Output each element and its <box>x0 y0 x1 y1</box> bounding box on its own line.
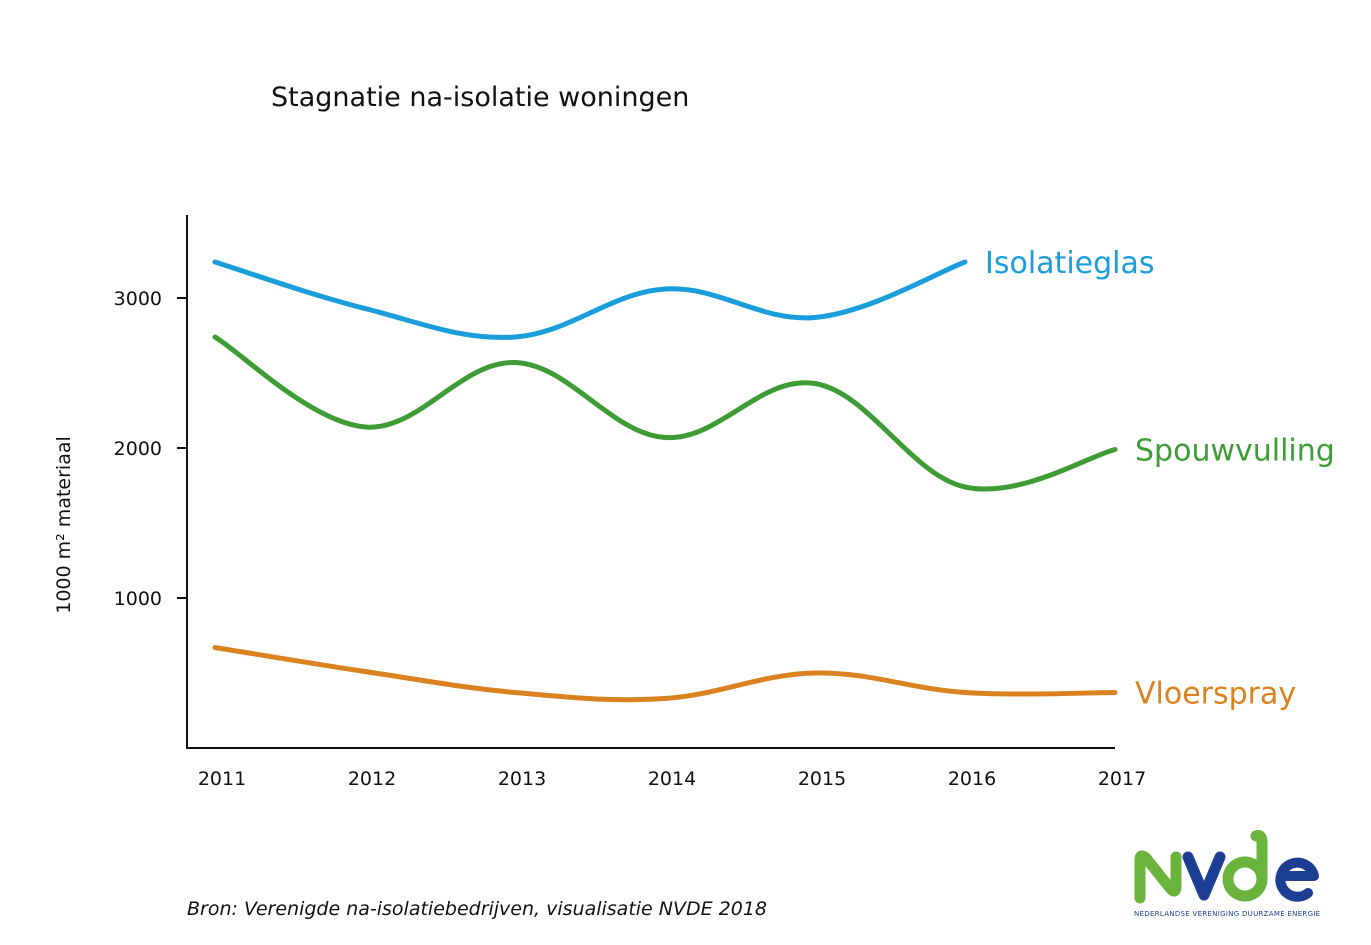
series-labels: Isolatieglas Spouwvulling Vloerspray <box>985 246 1335 712</box>
x-tick-label: 2016 <box>948 768 996 790</box>
x-tick-label: 2011 <box>198 768 246 790</box>
series-line-vloerspray <box>212 645 1118 703</box>
nvde-logo-mark <box>1134 830 1319 904</box>
nvde-logo-tagline: NEDERLANDSE VERENIGING DUURZAME ENERGIE <box>1134 910 1320 918</box>
y-ticks: 1000 2000 3000 <box>114 288 188 610</box>
y-tick-label: 2000 <box>114 438 162 460</box>
x-tick-label: 2017 <box>1098 768 1146 790</box>
series-label-spouwvulling: Spouwvulling <box>1135 434 1335 469</box>
y-tick-label: 3000 <box>114 288 162 310</box>
series-line-isolatieglas <box>212 259 968 340</box>
x-tick-label: 2014 <box>648 768 696 790</box>
y-axis-label: 1000 m² materiaal <box>53 436 75 614</box>
y-tick-label: 1000 <box>114 588 162 610</box>
series-label-isolatieglas: Isolatieglas <box>985 246 1155 281</box>
chart-title: Stagnatie na-isolatie woningen <box>271 82 689 113</box>
series-group <box>212 259 1118 703</box>
x-tick-label: 2015 <box>798 768 846 790</box>
nvde-logo: NEDERLANDSE VERENIGING DUURZAME ENERGIE <box>1134 830 1320 918</box>
series-label-vloerspray: Vloerspray <box>1135 677 1296 712</box>
source-note: Bron: Verenigde na-isolatiebedrijven, vi… <box>187 898 767 920</box>
x-ticks: 2011 2012 2013 2014 2015 2016 2017 <box>198 768 1146 790</box>
x-tick-label: 2013 <box>498 768 546 790</box>
x-tick-label: 2012 <box>348 768 396 790</box>
series-line-spouwvulling <box>212 334 1118 492</box>
